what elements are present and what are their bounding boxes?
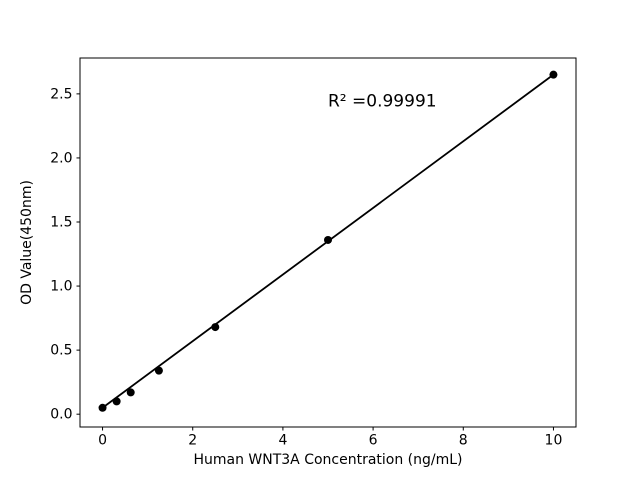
- y-tick-label: 2.5: [50, 86, 72, 102]
- x-tick-label: 6: [369, 433, 378, 449]
- y-tick-label: 1.5: [50, 215, 72, 231]
- data-point: [126, 388, 135, 397]
- y-tick-label: 1.0: [50, 279, 72, 295]
- data-point: [211, 323, 220, 332]
- data-point: [154, 366, 163, 375]
- x-axis-label: Human WNT3A Concentration (ng/mL): [193, 452, 462, 468]
- data-point: [324, 235, 332, 244]
- y-tick-label: 0.0: [50, 407, 72, 423]
- data-point: [98, 403, 107, 412]
- x-tick-label: 8: [459, 433, 468, 449]
- x-tick-label: 10: [545, 433, 563, 449]
- y-axis-label: OD Value(450nm): [19, 180, 35, 305]
- x-tick-label: 2: [188, 433, 197, 449]
- y-tick-label: 2.0: [50, 150, 72, 166]
- data-point: [112, 397, 121, 406]
- r-squared-annotation: R² =0.99991: [328, 92, 437, 112]
- x-tick-label: 0: [98, 433, 107, 449]
- y-tick-label: 0.5: [50, 343, 72, 359]
- x-tick-label: 4: [278, 433, 287, 449]
- data-point: [549, 70, 558, 79]
